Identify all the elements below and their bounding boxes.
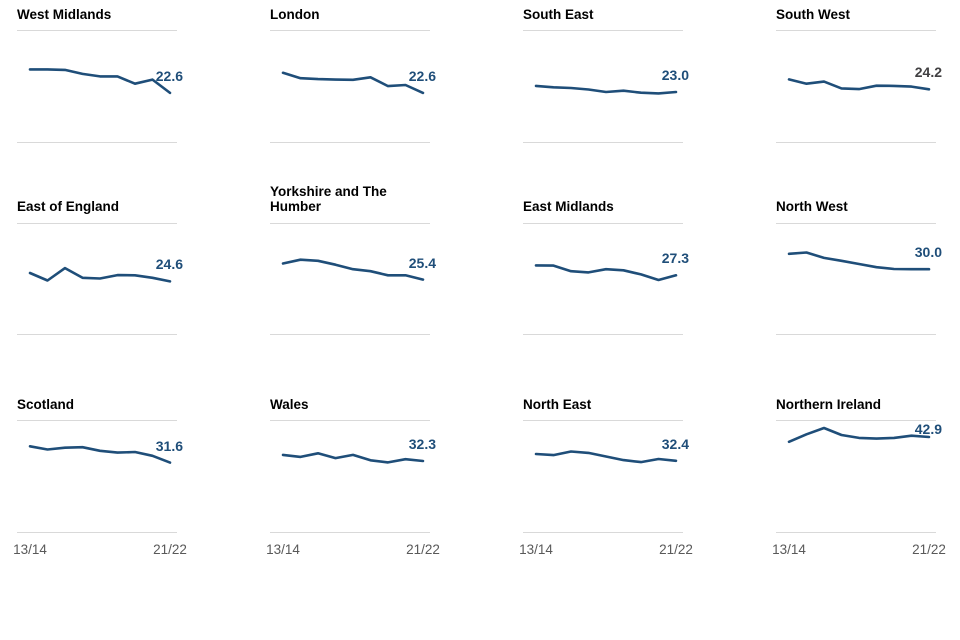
- region-title: Scotland: [17, 396, 75, 412]
- x-axis-tick-end: 21/22: [406, 542, 440, 557]
- sparkline-path: [787, 250, 931, 271]
- sparkline-plot: 22.6: [17, 30, 183, 143]
- region-chart-cell: North East 32.4 13/14 21/22: [519, 335, 693, 570]
- x-axis: 13/14 21/22: [13, 533, 187, 565]
- sparkline-plot: 24.6: [17, 222, 183, 335]
- region-title: London: [270, 6, 320, 22]
- latest-value-label: 24.2: [914, 64, 942, 80]
- sparkline-svg: [281, 71, 425, 95]
- sparkline-svg: [534, 450, 678, 464]
- sparkline-path: [787, 426, 931, 444]
- region-title: Yorkshire and The Humber: [270, 183, 387, 215]
- sparkline-svg: [787, 250, 931, 271]
- region-title: East of England: [17, 199, 120, 215]
- region-chart-cell: Yorkshire and The Humber 25.4 13/14 21/2…: [270, 143, 436, 335]
- region-chart-cell: West Midlands 22.6 13/14 21/22: [17, 0, 183, 143]
- latest-value-label: 27.3: [661, 249, 689, 266]
- sparkline-plot: 32.4: [523, 420, 689, 533]
- sparkline-svg: [281, 258, 425, 281]
- sparkline-plot: 31.6: [17, 420, 183, 533]
- sparkline-plot: 25.4: [270, 222, 436, 335]
- region-chart-cell: South West 24.2 13/14 21/22: [776, 0, 942, 143]
- sparkline-path: [787, 78, 931, 91]
- latest-value-label: 23.0: [661, 67, 689, 83]
- region-title: South East: [523, 6, 594, 22]
- sparkline-path: [28, 68, 172, 95]
- region-chart-cell: North West 30.0 13/14 21/22: [776, 143, 942, 335]
- latest-value-label: 24.6: [155, 255, 183, 272]
- sparkline-plot: 27.3: [523, 222, 689, 335]
- region-chart-cell: East of England 24.6 13/14 21/22: [17, 143, 183, 335]
- sparkline-path: [281, 451, 425, 464]
- latest-value-label: 30.0: [914, 243, 942, 260]
- x-axis: 13/14 21/22: [266, 533, 440, 565]
- sparkline-path: [534, 450, 678, 464]
- latest-value-label: 32.4: [661, 436, 689, 452]
- region-title: East Midlands: [523, 199, 614, 215]
- x-axis-tick-end: 21/22: [153, 542, 187, 557]
- region-chart-cell: Wales 32.3 13/14 21/22: [266, 335, 440, 570]
- x-axis-tick-start: 13/14: [772, 542, 806, 557]
- region-title: North West: [776, 199, 848, 215]
- x-axis-tick-start: 13/14: [519, 542, 553, 557]
- sparkline-svg: [787, 78, 931, 91]
- x-axis: 13/14 21/22: [519, 533, 693, 565]
- sparkline-plot: 23.0: [523, 30, 689, 143]
- region-chart-cell: Northern Ireland 42.9 13/14 21/22: [772, 335, 946, 570]
- region-chart-cell: London 22.6 13/14 21/22: [270, 0, 436, 143]
- sparkline-svg: [534, 84, 678, 95]
- sparkline-plot: 30.0: [776, 222, 942, 335]
- sparkline-svg: [787, 426, 931, 444]
- latest-value-label: 22.6: [408, 68, 436, 84]
- x-axis-tick-end: 21/22: [659, 542, 693, 557]
- sparkline-plot: 24.2: [776, 30, 942, 143]
- x-axis-tick-end: 21/22: [912, 542, 946, 557]
- sparkline-path: [28, 266, 172, 283]
- sparkline-svg: [28, 266, 172, 283]
- region-title: Northern Ireland: [776, 396, 882, 412]
- region-title: South West: [776, 6, 850, 22]
- region-chart-cell: South East 23.0 13/14 21/22: [523, 0, 689, 143]
- region-title: Wales: [270, 396, 309, 412]
- sparkline-path: [534, 84, 678, 95]
- sparkline-path: [281, 71, 425, 95]
- sparkline-plot: 22.6: [270, 30, 436, 143]
- x-axis-tick-start: 13/14: [266, 542, 300, 557]
- sparkline-path: [281, 258, 425, 281]
- sparkline-plot: 32.3: [270, 420, 436, 533]
- sparkline-path: [534, 263, 678, 281]
- region-title: North East: [523, 396, 592, 412]
- sparkline-path: [28, 444, 172, 464]
- latest-value-label: 32.3: [408, 436, 436, 452]
- chart-row-1: West Midlands 22.6 13/14 21/22 London 22…: [0, 0, 960, 143]
- region-chart-cell: East Midlands 27.3 13/14 21/22: [523, 143, 689, 335]
- region-title: West Midlands: [17, 6, 112, 22]
- latest-value-label: 31.6: [155, 438, 183, 454]
- region-chart-cell: Scotland 31.6 13/14 21/22: [13, 335, 187, 570]
- chart-row-3: Scotland 31.6 13/14 21/22 Wales 32.3 13/…: [0, 335, 960, 570]
- sparkline-svg: [281, 451, 425, 464]
- chart-row-2: East of England 24.6 13/14 21/22 Yorkshi…: [0, 143, 960, 335]
- latest-value-label: 22.6: [155, 68, 183, 84]
- latest-value-label: 25.4: [408, 254, 436, 271]
- sparkline-svg: [28, 444, 172, 464]
- sparkline-plot: 42.9: [776, 420, 942, 533]
- sparkline-svg: [534, 263, 678, 281]
- x-axis: 13/14 21/22: [772, 533, 946, 565]
- sparkline-svg: [28, 68, 172, 95]
- x-axis-tick-start: 13/14: [13, 542, 47, 557]
- latest-value-label: 42.9: [914, 421, 942, 437]
